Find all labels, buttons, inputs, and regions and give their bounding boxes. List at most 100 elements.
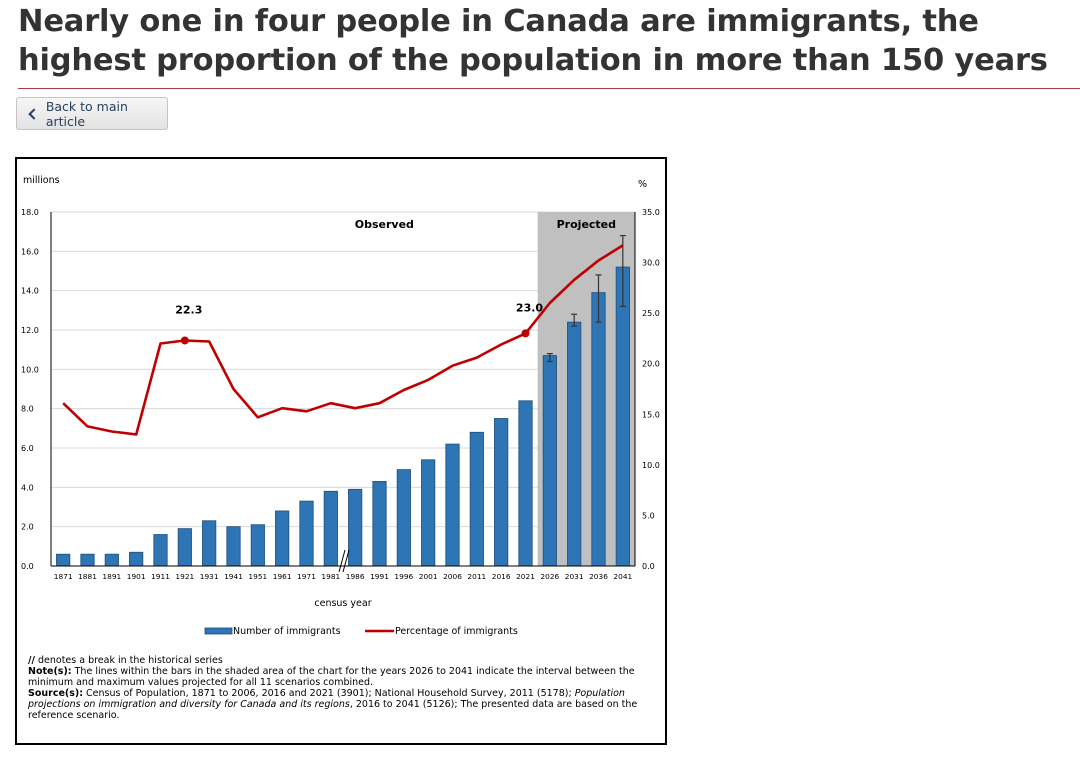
x-axis-label: census year [314,598,371,609]
y-left-tick-label: 10.0 [21,365,39,374]
note-text: The lines within the bars in the shaded … [28,666,635,688]
back-button-label: Back to main article [45,98,128,129]
x-tick-label: 1891 [102,572,121,581]
source-paragraph: Source(s): Census of Population, 1871 to… [28,688,656,721]
bar-immigrants-2021 [518,400,533,567]
x-tick-label: 1871 [54,572,73,581]
x-tick-label: 1901 [127,572,146,581]
x-tick-label: 1941 [224,572,243,581]
interval-2041 [619,234,626,307]
x-tick-label: 1991 [370,572,389,581]
annotation-label-2021: 23.0 [516,301,543,314]
y-right-tick-label: 0.0 [642,562,655,571]
x-tick-label: 1971 [297,572,316,581]
x-tick-label: 1996 [394,572,413,581]
title-divider [18,88,1080,89]
bar-immigrants-1941 [226,526,241,567]
interval-2031 [571,313,578,327]
bar-immigrants-1951 [250,524,265,567]
y-right-tick-label: 5.0 [642,511,655,520]
x-tick-label: 2041 [613,572,632,581]
source-title: Population projections on immigration an… [28,688,625,710]
legend-swatch-bars [204,627,233,635]
x-tick-label: 1961 [273,572,292,581]
interval-2026 [546,353,553,363]
bar-immigrants-1891 [104,553,119,567]
x-tick-label: 2001 [419,572,438,581]
bar-immigrants-1921 [177,528,192,567]
y-left-tick-label: 18.0 [21,208,39,217]
y-left-axis-label: millions [23,175,60,186]
bar-immigrants-1991 [372,481,387,567]
x-tick-label: 2011 [467,572,486,581]
source-text: Census of Population, 1871 to 2006, 2016… [83,688,575,699]
x-tick-label: 1986 [346,572,365,581]
y-right-tick-label: 10.0 [642,461,660,470]
y-left-tick-label: 14.0 [21,287,39,296]
break-note-text: denotes a break in the historical series [37,655,223,666]
bar-immigrants-2041 [615,266,630,567]
y-left-tick-label: 4.0 [21,483,34,492]
note-paragraph: Note(s): The lines within the bars in th… [28,666,656,688]
chart-notes: // denotes a break in the historical ser… [28,655,656,721]
bar-immigrants-2001 [421,459,436,567]
x-tick-label: 1911 [151,572,170,581]
line-percentage-immigrants [62,244,624,436]
bar-immigrants-1881 [80,553,95,567]
annotation-point-2021 [521,329,530,338]
bar-immigrants-1961 [275,510,290,567]
x-tick-label: 2021 [516,572,535,581]
chart-frame: 0.0 2.0 4.0 6.0 8.0 10.0 12.0 14.0 16.0 18.0 0.0 5.… [15,157,667,745]
y-right-tick-label: 15.0 [642,410,660,419]
bar-immigrants-1871 [56,553,71,567]
observed-label: Observed [355,218,414,231]
break-note: // denotes a break in the historical ser… [28,655,656,666]
bar-immigrants-1971 [299,500,314,567]
break-mark-1 [338,549,346,573]
bar-immigrants-1986 [348,488,363,567]
bar-immigrants-1901 [129,551,144,567]
x-tick-label: 2026 [540,572,559,581]
y-left-tick-label: 2.0 [21,523,34,532]
y-right-axis-label: % [638,179,647,190]
x-tick-label: 1931 [200,572,219,581]
bar-immigrants-1981 [323,490,338,567]
bar-immigrants-1911 [153,534,168,567]
y-left-tick-label: 12.0 [21,326,39,335]
note-label: Note(s): [28,666,72,677]
x-tick-label: 2016 [492,572,511,581]
bar-immigrants-2036 [591,292,606,567]
source-tail: , 2016 to 2041 (5126); The presented dat… [28,699,638,721]
break-symbol: // [28,655,35,666]
bar-immigrants-2026 [542,355,557,567]
bar-immigrants-1996 [396,469,411,567]
y-right-tick-label: 30.0 [642,259,660,268]
page-title: Nearly one in four people in Canada are … [18,4,1048,78]
legend-label-line: Percentage of immigrants [395,626,518,637]
chevron-left-icon [28,107,40,120]
y-left-tick-label: 6.0 [21,444,34,453]
y-right-tick-label: 20.0 [642,360,660,369]
x-tick-label: 1981 [321,572,340,581]
back-to-main-article-button[interactable]: Back to main article [16,97,168,130]
bar-immigrants-2016 [494,418,509,567]
y-left-tick-label: 0.0 [21,562,34,571]
x-tick-label: 1921 [175,572,194,581]
bar-immigrants-2011 [469,431,484,567]
bar-immigrants-2006 [445,443,460,567]
y-left-tick-label: 8.0 [21,405,34,414]
x-tick-label: 1951 [248,572,267,581]
y-right-tick-label: 25.0 [642,309,660,318]
bar-immigrants-1931 [202,520,217,567]
x-tick-label: 2006 [443,572,462,581]
y-right-tick-label: 35.0 [642,208,660,217]
x-tick-label: 1881 [78,572,97,581]
interval-2036 [595,274,602,323]
x-tick-label: 2031 [565,572,584,581]
x-tick-label: 2036 [589,572,608,581]
break-mark-2 [342,549,350,573]
chart-svg: 0.0 2.0 4.0 6.0 8.0 10.0 12.0 14.0 16.0 18.0 0.0 5.… [21,175,660,637]
legend-label-bars: Number of immigrants [233,626,341,637]
source-label: Source(s): [28,688,84,699]
annotation-point-1921 [180,336,189,345]
